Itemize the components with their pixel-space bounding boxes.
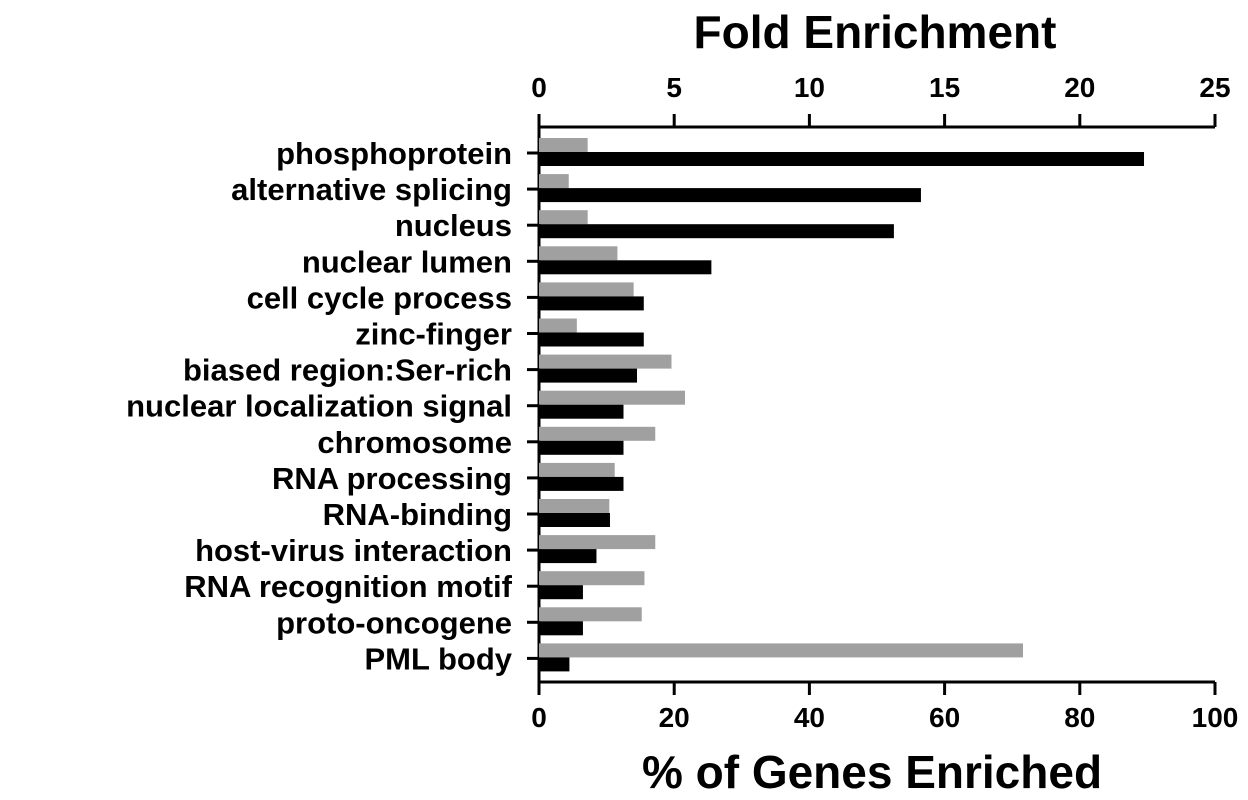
fold-enrichment-bar (539, 643, 1024, 658)
fold-enrichment-bar (539, 571, 645, 586)
percent-genes-bar (539, 549, 597, 564)
fold-enrichment-bar (539, 138, 588, 152)
category-label: phosphoprotein (276, 136, 512, 171)
bottom-axis-title: % of Genes Enriched (642, 746, 1102, 798)
category-label: proto-oncogene (276, 605, 512, 640)
percent-genes-bar (539, 224, 894, 239)
bottom-tick-label: 40 (794, 702, 825, 733)
category-label: cell cycle process (247, 280, 512, 315)
top-axis: 0 5 10 15 20 25 (531, 72, 1231, 129)
fold-enrichment-bar (539, 462, 615, 477)
fold-enrichment-bar (539, 210, 588, 225)
percent-genes-bar (539, 585, 583, 600)
percent-genes-bar (539, 440, 624, 455)
percent-genes-bar (539, 296, 644, 311)
bottom-axis: 0 20 40 60 80 100 (531, 680, 1239, 733)
top-tick-label: 25 (1199, 72, 1230, 103)
top-tick-label: 15 (929, 72, 960, 103)
fold-enrichment-bar (539, 318, 577, 333)
category-label: RNA processing (272, 461, 512, 496)
percent-genes-bar (539, 332, 644, 347)
bottom-tick-label: 20 (659, 702, 690, 733)
category-label: zinc-finger (355, 317, 512, 352)
percent-genes-bar (539, 476, 624, 491)
bottom-tick-label: 80 (1064, 702, 1095, 733)
percent-genes-bar (539, 404, 624, 419)
top-axis-title: Fold Enrichment (694, 6, 1057, 58)
percent-genes-bar (539, 188, 921, 203)
category-label: alternative splicing (231, 172, 512, 207)
percent-genes-bar (539, 152, 1145, 166)
category-label: nuclear lumen (302, 244, 512, 279)
bars (539, 138, 1145, 672)
percent-genes-bar (539, 368, 638, 383)
category-label: nucleus (395, 208, 512, 243)
fold-enrichment-bar (539, 390, 686, 405)
percent-genes-bar (539, 657, 570, 672)
bottom-tick-label: 100 (1192, 702, 1239, 733)
fold-enrichment-bar (539, 499, 610, 513)
category-label: nuclear localization signal (126, 389, 512, 424)
bottom-tick-label: 60 (929, 702, 960, 733)
fold-enrichment-bar (539, 535, 656, 550)
top-tick-label: 5 (666, 72, 682, 103)
category-label: PML body (364, 641, 512, 676)
fold-enrichment-bar (539, 246, 618, 261)
top-tick-label: 20 (1064, 72, 1095, 103)
fold-enrichment-bar (539, 174, 569, 189)
percent-genes-bar (539, 621, 583, 636)
fold-enrichment-bar (539, 426, 656, 441)
fold-enrichment-bar (539, 607, 642, 622)
top-tick-label: 0 (531, 72, 547, 103)
percent-genes-bar (539, 260, 712, 275)
category-label: RNA-binding (323, 497, 512, 532)
category-label: chromosome (317, 425, 512, 460)
category-label: RNA recognition motif (184, 569, 512, 604)
fold-enrichment-bar (539, 354, 672, 369)
bottom-tick-label: 0 (531, 702, 547, 733)
top-tick-label: 10 (794, 72, 825, 103)
category-label: biased region:Ser-rich (183, 353, 512, 388)
category-label: host-virus interaction (195, 533, 512, 568)
left-axis (527, 127, 541, 682)
fold-enrichment-bar (539, 282, 634, 297)
percent-genes-bar (539, 513, 610, 527)
